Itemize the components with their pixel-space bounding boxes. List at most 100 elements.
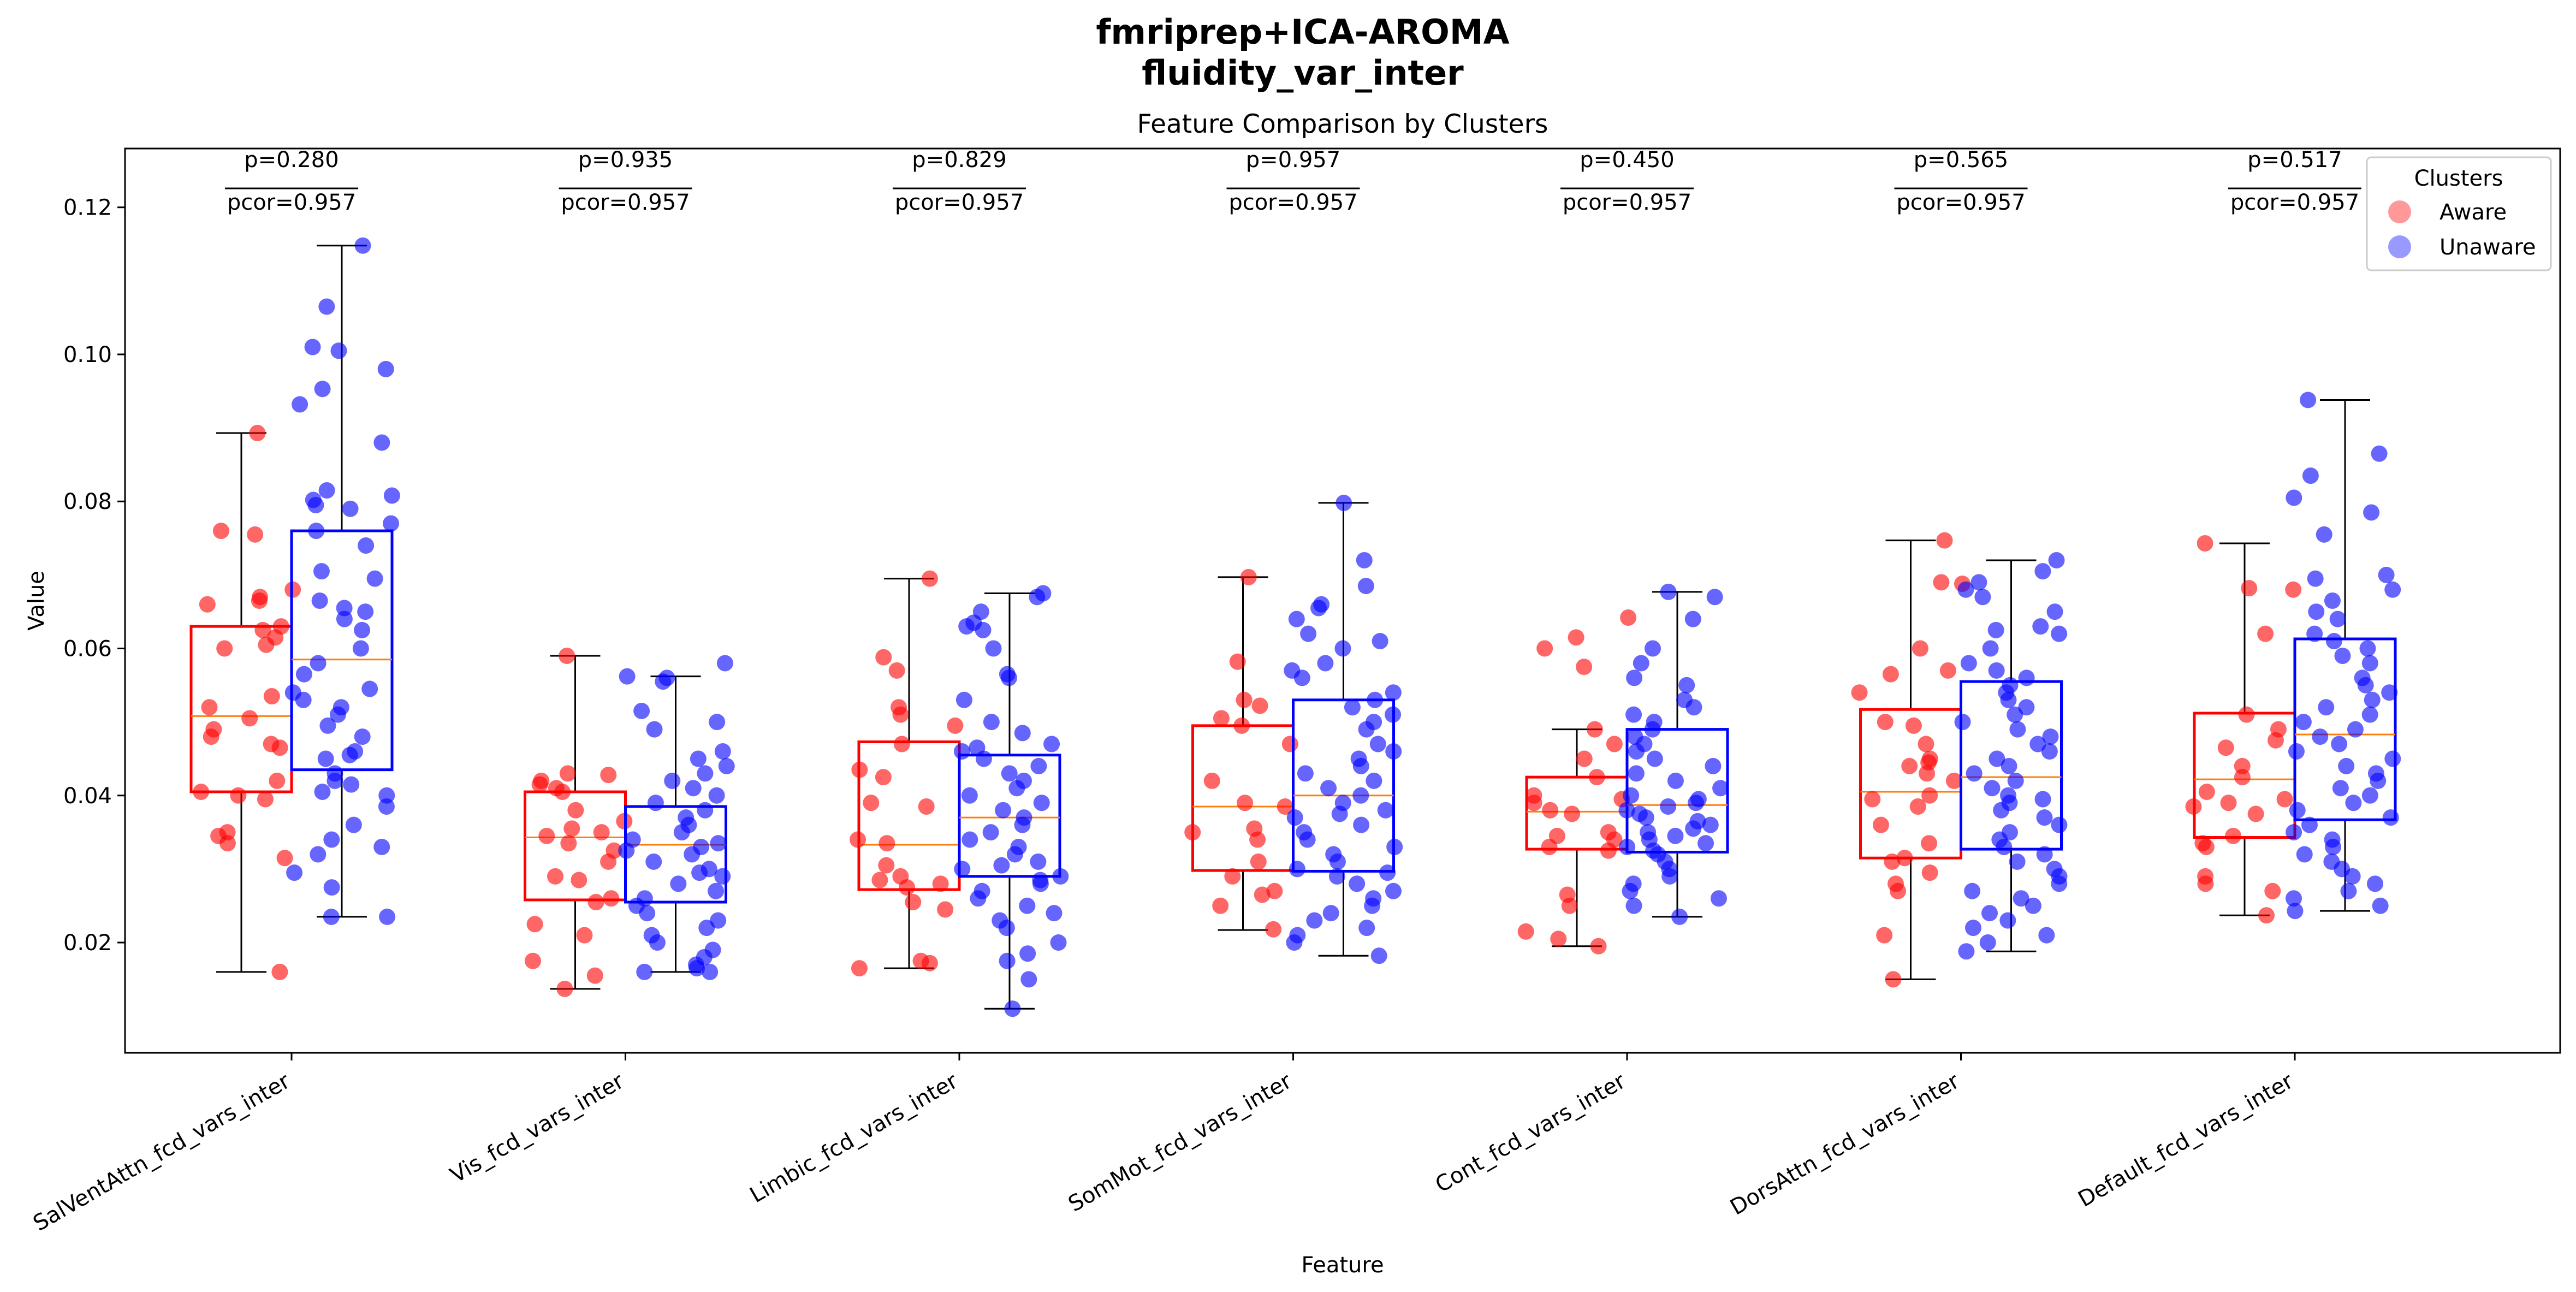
data-point-unaware	[1000, 669, 1017, 686]
data-point-aware	[1851, 684, 1868, 701]
data-point-aware	[1212, 897, 1229, 914]
data-point-aware	[1939, 662, 1956, 679]
data-point-unaware	[645, 853, 662, 870]
data-point-unaware	[1288, 611, 1305, 627]
data-point-unaware	[684, 846, 701, 863]
data-point-aware	[1236, 691, 1253, 708]
data-point-unaware	[2295, 714, 2312, 731]
data-point-aware	[2220, 795, 2237, 811]
legend-title: Clusters	[2414, 166, 2503, 191]
data-point-unaware	[2382, 809, 2399, 826]
data-point-aware	[1564, 805, 1581, 822]
data-point-unaware	[295, 666, 312, 683]
data-point-unaware	[1289, 861, 1305, 878]
data-point-unaware	[1299, 831, 1316, 848]
data-point-aware	[1884, 853, 1901, 870]
data-point-unaware	[1293, 669, 1310, 686]
data-point-unaware	[975, 750, 992, 767]
data-point-unaware	[1385, 743, 1402, 760]
data-point-unaware	[2036, 809, 2053, 826]
data-point-unaware	[2381, 684, 2398, 701]
data-point-unaware	[1019, 945, 1036, 962]
data-point-unaware	[1702, 816, 1719, 833]
data-point-unaware	[1297, 765, 1314, 782]
data-point-aware	[1281, 736, 1298, 752]
data-point-unaware	[1019, 897, 1036, 914]
data-point-unaware	[2029, 736, 2046, 752]
data-point-unaware	[1626, 669, 1643, 686]
data-point-aware	[1918, 736, 1934, 752]
data-point-unaware	[1970, 574, 1987, 591]
p-value-label: p=0.280	[244, 147, 339, 173]
data-point-aware	[199, 596, 216, 613]
data-point-aware	[560, 835, 577, 852]
p-value-label: p=0.829	[912, 147, 1006, 173]
data-point-aware	[875, 649, 892, 666]
data-point-unaware	[1356, 552, 1373, 568]
data-point-aware	[1872, 816, 1889, 833]
data-point-aware	[878, 857, 895, 874]
data-point-aware	[2264, 882, 2281, 899]
data-point-aware	[1588, 769, 1605, 786]
data-point-unaware	[318, 482, 335, 499]
data-point-unaware	[342, 500, 359, 517]
data-point-aware	[1265, 921, 1282, 938]
data-point-unaware	[2370, 772, 2387, 789]
data-point-unaware	[2000, 691, 2017, 708]
data-point-unaware	[2048, 552, 2065, 568]
data-point-unaware	[685, 780, 702, 797]
data-point-unaware	[1050, 934, 1067, 951]
data-point-unaware	[373, 839, 390, 856]
data-point-unaware	[664, 772, 681, 789]
data-point-unaware	[2308, 603, 2325, 620]
data-point-unaware	[2361, 655, 2378, 672]
data-point-unaware	[982, 824, 999, 841]
data-point-unaware	[690, 750, 707, 767]
data-point-aware	[1542, 802, 1559, 819]
data-point-unaware	[2009, 721, 2026, 738]
data-point-aware	[2238, 706, 2255, 723]
legend-marker-unaware	[2388, 235, 2411, 258]
data-point-unaware	[1386, 839, 1403, 856]
data-point-unaware	[2371, 445, 2388, 462]
data-point-unaware	[1334, 640, 1351, 657]
x-axis-label: Feature	[1301, 1253, 1384, 1278]
data-point-unaware	[2378, 566, 2395, 583]
data-point-unaware	[361, 680, 378, 697]
data-point-aware	[1576, 750, 1593, 767]
data-point-unaware	[1014, 725, 1031, 742]
legend: Clusters Aware Unaware	[2366, 156, 2552, 271]
data-point-unaware	[2034, 563, 2051, 580]
data-point-aware	[554, 784, 571, 801]
data-point-aware	[1184, 824, 1201, 841]
data-point-unaware	[292, 396, 308, 413]
data-point-aware	[247, 526, 264, 543]
data-point-unaware	[2325, 633, 2342, 650]
data-point-unaware	[1322, 905, 1339, 922]
data-point-unaware	[1628, 765, 1645, 782]
pcor-value-label: pcor=0.957	[895, 190, 1024, 215]
data-point-unaware	[2338, 757, 2355, 774]
data-point-aware	[1945, 772, 1962, 789]
data-point-unaware	[1618, 802, 1635, 819]
data-point-unaware	[655, 673, 672, 690]
data-point-aware	[2247, 805, 2264, 822]
data-point-aware	[2198, 784, 2215, 801]
data-point-unaware	[2345, 795, 2362, 811]
data-point-aware	[263, 688, 280, 705]
data-point-aware	[1919, 765, 1936, 782]
data-point-aware	[1254, 886, 1271, 903]
data-point-unaware	[314, 381, 331, 398]
data-point-unaware	[2340, 882, 2357, 899]
data-point-unaware	[2287, 903, 2304, 920]
data-point-unaware	[1014, 816, 1031, 833]
data-point-unaware	[2051, 875, 2068, 892]
data-point-unaware	[1685, 699, 1702, 716]
data-point-unaware	[1320, 780, 1337, 797]
data-point-unaware	[1032, 875, 1049, 892]
data-point-aware	[603, 890, 620, 907]
data-point-unaware	[1987, 621, 2004, 638]
data-point-unaware	[2363, 504, 2380, 521]
y-tick-label: 0.06	[63, 637, 112, 662]
data-point-aware	[1233, 717, 1250, 734]
